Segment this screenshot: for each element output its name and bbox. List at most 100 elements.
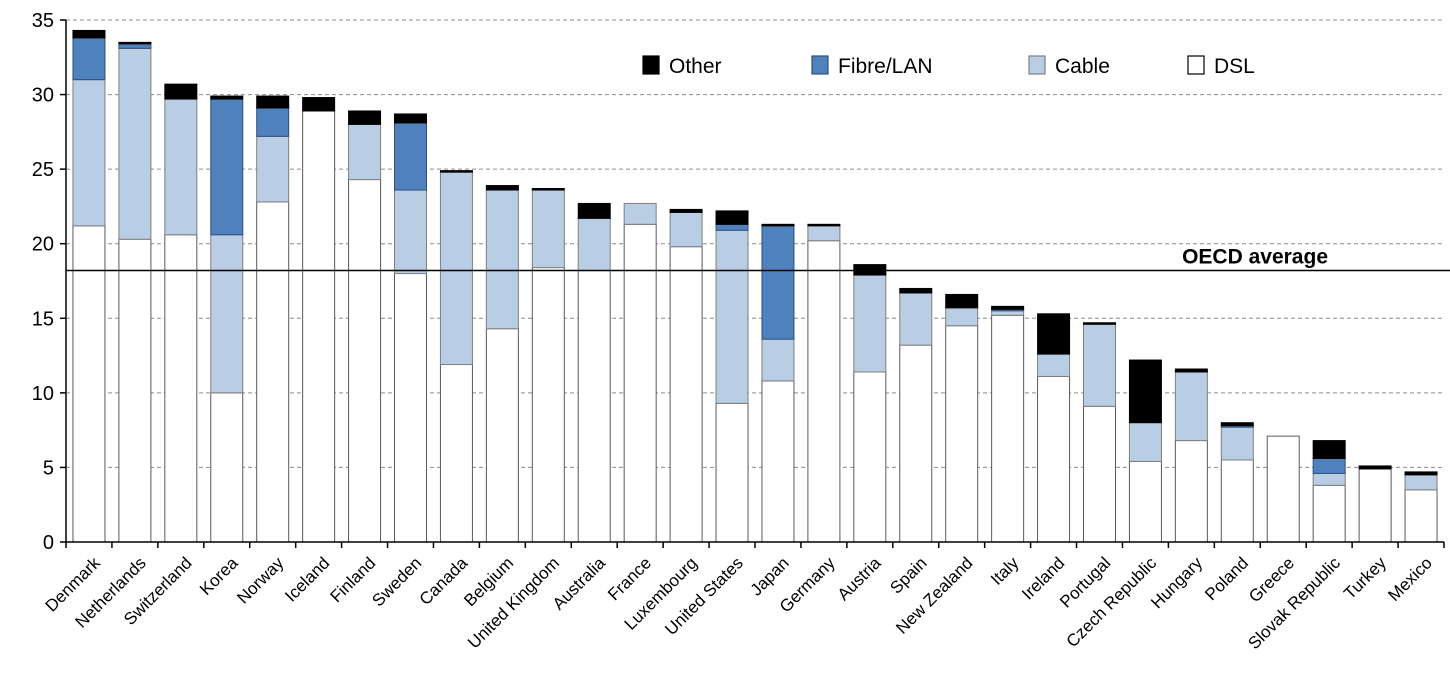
bar-segment-ireland-other bbox=[1037, 313, 1071, 355]
bar-segment-norway-fibre-lan bbox=[256, 107, 290, 137]
bar-segment-sweden-dsl bbox=[394, 273, 427, 543]
bar-segment-czech-republic-cable bbox=[1128, 422, 1162, 462]
bar-segment-new-zealand-other bbox=[945, 293, 979, 309]
bar-segment-italy-cable bbox=[991, 310, 1025, 316]
bar-segment-korea-fibre-lan bbox=[210, 98, 244, 236]
bar-segment-united-kingdom-dsl bbox=[531, 267, 565, 543]
bar-united-kingdom bbox=[531, 188, 565, 543]
bar-segment-czech-republic-dsl bbox=[1128, 460, 1162, 543]
bar-segment-denmark-cable bbox=[72, 79, 106, 227]
legend-swatch-dsl bbox=[1187, 55, 1205, 75]
bar-segment-iceland-dsl bbox=[302, 110, 336, 543]
bar-segment-japan-cable bbox=[761, 338, 795, 382]
bar-new-zealand bbox=[945, 293, 979, 543]
bar-segment-slovak-republic-dsl bbox=[1312, 484, 1346, 543]
bar-segment-hungary-cable bbox=[1174, 371, 1208, 442]
bar-segment-belgium-other bbox=[485, 185, 519, 191]
bar-segment-portugal-other bbox=[1083, 322, 1116, 325]
bar-belgium bbox=[485, 185, 519, 543]
axes bbox=[60, 19, 1445, 548]
bar-portugal bbox=[1083, 322, 1116, 543]
legend-label-fibre-lan: Fibre/LAN bbox=[838, 55, 933, 78]
bar-segment-united-kingdom-cable bbox=[531, 189, 565, 269]
bar-segment-poland-cable bbox=[1220, 426, 1254, 461]
bar-segment-australia-cable bbox=[577, 217, 611, 272]
bar-germany bbox=[807, 223, 841, 543]
bar-segment-netherlands-fibre-lan bbox=[118, 43, 152, 49]
bar-segment-ireland-cable bbox=[1037, 353, 1071, 377]
legend-label-dsl: DSL bbox=[1214, 55, 1255, 78]
bar-segment-france-dsl bbox=[623, 223, 657, 543]
y-tick-label-35: 35 bbox=[32, 10, 54, 32]
bar-segment-australia-dsl bbox=[577, 270, 611, 543]
bar-segment-sweden-cable bbox=[394, 189, 427, 275]
bar-segment-italy-other bbox=[991, 305, 1025, 310]
bar-segment-korea-other bbox=[210, 95, 244, 100]
bar-australia bbox=[577, 202, 611, 543]
bar-segment-belgium-cable bbox=[485, 189, 519, 330]
bar-segment-belgium-dsl bbox=[485, 328, 519, 543]
y-tick-label-15: 15 bbox=[32, 308, 54, 330]
bar-segment-spain-dsl bbox=[899, 344, 933, 543]
bar-spain bbox=[899, 287, 933, 543]
y-tick-label-25: 25 bbox=[32, 159, 54, 181]
oecd-average-label: OECD average bbox=[1182, 246, 1328, 269]
bar-segment-new-zealand-cable bbox=[945, 307, 979, 327]
legend: Other Fibre/LAN Cable DSL bbox=[642, 55, 1255, 78]
y-tick-label-30: 30 bbox=[32, 85, 54, 107]
bar-segment-denmark-fibre-lan bbox=[72, 37, 106, 81]
bar-segment-korea-cable bbox=[210, 234, 244, 394]
bar-turkey bbox=[1358, 465, 1392, 543]
y-tick-label-0: 0 bbox=[43, 532, 54, 554]
bar-segment-turkey-other bbox=[1358, 465, 1392, 470]
bar-segment-finland-dsl bbox=[348, 179, 382, 543]
bar-segment-denmark-other bbox=[72, 29, 106, 39]
x-category-label-turkey: Turkey bbox=[1340, 553, 1390, 603]
y-tick-label-10: 10 bbox=[32, 383, 54, 405]
bar-hungary bbox=[1174, 368, 1208, 543]
bar-france bbox=[623, 202, 657, 543]
bar-segment-austria-cable bbox=[853, 274, 887, 373]
bar-segment-slovak-republic-fibre-lan bbox=[1312, 457, 1346, 474]
bar-segment-canada-cable bbox=[439, 171, 473, 366]
bar-segment-netherlands-other bbox=[118, 41, 152, 45]
bar-segment-norway-dsl bbox=[256, 201, 290, 543]
bar-segment-finland-other bbox=[348, 110, 382, 125]
bar-segment-hungary-other bbox=[1174, 368, 1208, 373]
bar-segment-new-zealand-dsl bbox=[945, 325, 979, 543]
bar-segment-japan-dsl bbox=[761, 380, 795, 543]
bar-switzerland bbox=[164, 83, 198, 543]
bar-segment-luxembourg-cable bbox=[669, 211, 703, 248]
bar-japan bbox=[761, 223, 795, 543]
bar-segment-united-kingdom-other bbox=[531, 188, 565, 191]
bar-korea bbox=[210, 95, 244, 543]
x-category-label-iceland: Iceland bbox=[281, 553, 333, 605]
bar-segment-portugal-cable bbox=[1083, 323, 1116, 407]
x-category-label-hungary: Hungary bbox=[1147, 553, 1206, 612]
bar-luxembourg bbox=[669, 208, 703, 543]
bar-segment-mexico-cable bbox=[1404, 474, 1438, 491]
bar-austria bbox=[853, 264, 887, 543]
x-category-label-sweden: Sweden bbox=[368, 553, 425, 610]
legend-label-cable: Cable bbox=[1055, 55, 1110, 78]
x-category-label-italy: Italy bbox=[987, 553, 1023, 589]
bar-segment-germany-cable bbox=[807, 225, 841, 242]
bar-netherlands bbox=[118, 41, 152, 543]
y-tick-label-5: 5 bbox=[43, 457, 54, 479]
bar-segment-poland-dsl bbox=[1220, 459, 1254, 543]
bar-segment-united-states-dsl bbox=[715, 402, 749, 543]
bar-mexico bbox=[1404, 471, 1438, 543]
bars bbox=[72, 29, 1438, 543]
bar-segment-switzerland-dsl bbox=[164, 234, 198, 543]
bar-segment-italy-dsl bbox=[991, 314, 1025, 543]
bar-slovak-republic bbox=[1312, 440, 1346, 543]
legend-swatch-fibre-lan bbox=[811, 55, 829, 75]
legend-swatch-cable bbox=[1028, 55, 1046, 75]
bar-segment-poland-other bbox=[1220, 422, 1254, 427]
bar-sweden bbox=[394, 113, 427, 543]
bar-segment-ireland-dsl bbox=[1037, 375, 1071, 543]
bar-segment-netherlands-cable bbox=[118, 47, 152, 240]
bar-segment-czech-republic-other bbox=[1128, 359, 1162, 424]
bar-finland bbox=[348, 110, 382, 543]
